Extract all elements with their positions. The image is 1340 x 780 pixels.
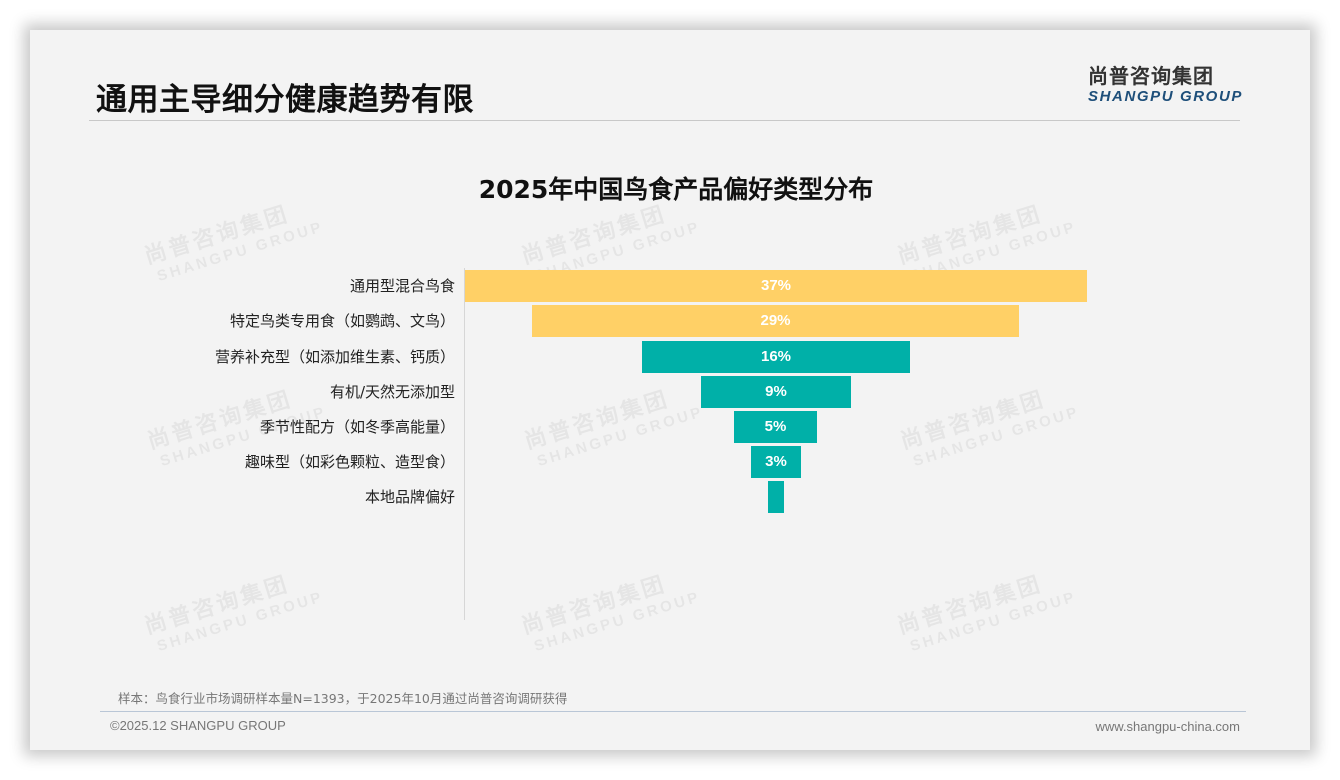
watermark: 尚普咨询集团 SHANGPU GROUP [141, 571, 326, 656]
header-divider [89, 120, 1240, 121]
category-axis-line [464, 268, 465, 620]
category-label: 营养补充型（如添加维生素、钙质） [214, 348, 455, 366]
website-link[interactable]: www.shangpu-china.com [1095, 719, 1240, 734]
category-label: 有机/天然无添加型 [329, 383, 455, 401]
company-logo: 尚普咨询集团 SHANGPU GROUP [1088, 64, 1243, 106]
sample-note: 样本：鸟食行业市场调研样本量N=1393，于2025年10月通过尚普咨询调研获得 [118, 691, 568, 706]
logo-cn-text: 尚普咨询集团 [1088, 64, 1214, 88]
category-label: 通用型混合鸟食 [349, 277, 455, 295]
category-label: 特定鸟类专用食（如鹦鹉、文鸟） [229, 312, 455, 330]
footer-divider [100, 711, 1246, 712]
category-label: 季节性配方（如冬季高能量） [259, 418, 455, 436]
funnel-bar: 29% [532, 305, 1019, 337]
chart-title: 2025年中国鸟食产品偏好类型分布 [478, 175, 874, 204]
watermark: 尚普咨询集团 SHANGPU GROUP [894, 571, 1079, 656]
copyright-text: ©2025.12 SHANGPU GROUP [110, 718, 286, 733]
slide: 通用主导细分健康趋势有限 尚普咨询集团 SHANGPU GROUP 尚普咨询集团… [30, 30, 1310, 750]
funnel-bar: 5% [734, 411, 817, 443]
funnel-bar: 3% [751, 446, 801, 478]
watermark: 尚普咨询集团 SHANGPU GROUP [521, 386, 706, 471]
watermark: 尚普咨询集团 SHANGPU GROUP [518, 571, 703, 656]
logo-en-text: SHANGPU GROUP [1088, 88, 1243, 105]
funnel-bar [768, 481, 784, 513]
page-title: 通用主导细分健康趋势有限 [96, 82, 474, 118]
category-label: 趣味型（如彩色颗粒、造型食） [244, 453, 455, 471]
funnel-bar: 16% [642, 341, 910, 373]
category-label: 本地品牌偏好 [364, 488, 455, 506]
funnel-bar: 9% [701, 376, 851, 408]
watermark: 尚普咨询集团 SHANGPU GROUP [897, 386, 1082, 471]
funnel-bar: 37% [465, 270, 1087, 302]
